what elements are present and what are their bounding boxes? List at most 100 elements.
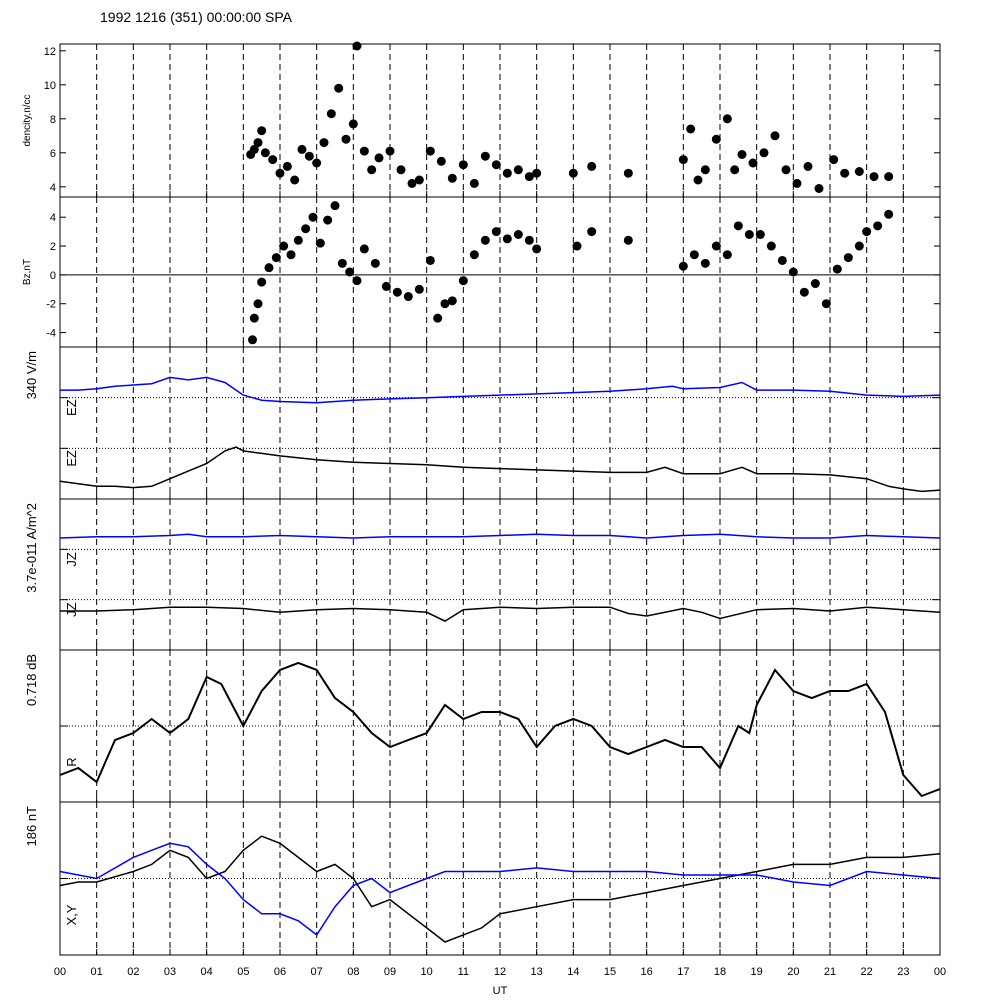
data-point: [359, 244, 369, 254]
trace-label: EZ: [64, 399, 79, 416]
data-point: [755, 230, 765, 239]
x-tick-label: 01: [91, 966, 103, 978]
data-point: [293, 235, 303, 245]
data-point: [862, 227, 872, 237]
data-point: [587, 161, 597, 171]
data-point: [319, 138, 329, 148]
data-point: [711, 134, 721, 144]
x-tick-label: 00: [934, 966, 946, 978]
data-point: [711, 241, 721, 251]
panel-scale-label: 3.7e-011 A/m^2: [24, 503, 39, 593]
data-point: [396, 165, 406, 175]
data-point: [326, 109, 336, 119]
x-tick-label: 18: [714, 966, 726, 978]
trace-label: EZ: [64, 450, 79, 467]
panel-5: 186 nT X,Y: [24, 801, 941, 956]
data-point: [248, 335, 257, 345]
data-point: [253, 299, 263, 309]
data-point: [821, 299, 831, 309]
data-point: [502, 234, 512, 244]
data-point: [469, 178, 479, 188]
data-point: [447, 173, 457, 183]
data-point: [385, 146, 395, 156]
data-point: [253, 138, 263, 148]
trace-label: X,Y: [64, 904, 79, 925]
y-tick-label: 4: [50, 212, 56, 224]
data-point: [334, 83, 344, 93]
x-tick-label: 20: [787, 966, 799, 978]
data-point: [407, 178, 417, 188]
data-point: [414, 284, 424, 294]
data-point: [345, 267, 355, 277]
data-point: [840, 168, 850, 178]
data-point: [282, 161, 292, 171]
data-point: [524, 235, 534, 245]
data-point: [869, 172, 879, 182]
x-tick-label: 17: [677, 966, 689, 978]
y-axis-label: Bz,nT: [22, 259, 33, 285]
x-axis-label: UT: [493, 985, 508, 997]
data-point: [352, 41, 362, 51]
panel-scale-label: 0.718 dB: [24, 654, 39, 706]
series-line: [60, 606, 941, 622]
data-point: [766, 241, 776, 251]
y-tick-label: 10: [44, 80, 56, 92]
x-tick-label: 22: [861, 966, 873, 978]
panel-0: 4 6 8 10 12 dencity,n/cc: [22, 41, 941, 198]
data-point: [440, 299, 450, 309]
data-point: [693, 175, 703, 185]
data-point: [770, 131, 780, 141]
data-point: [352, 276, 362, 286]
data-point: [341, 134, 351, 144]
data-point: [315, 238, 325, 248]
data-point: [678, 155, 688, 165]
x-tick-label: 10: [421, 966, 433, 978]
data-point: [425, 255, 435, 265]
data-point: [623, 235, 633, 245]
data-point: [275, 168, 285, 178]
data-point: [733, 221, 743, 231]
data-point: [689, 250, 699, 260]
y-tick-label: -4: [46, 328, 56, 340]
data-point: [271, 253, 281, 263]
data-point: [792, 178, 802, 188]
panel-4: 0.718 dB R: [24, 649, 941, 803]
data-point: [491, 160, 501, 170]
x-tick-label: 04: [201, 966, 213, 978]
data-point: [814, 184, 824, 193]
series-line: [59, 842, 941, 936]
data-point: [447, 296, 457, 306]
data-point: [469, 250, 479, 260]
data-point: [297, 144, 307, 154]
data-point: [268, 155, 278, 165]
x-tick-label: 06: [274, 966, 286, 978]
data-point: [777, 255, 787, 265]
data-point: [367, 165, 377, 175]
data-point: [374, 153, 384, 163]
panel-3: 3.7e-011 A/m^2 JZ JZ: [24, 498, 941, 651]
data-point: [730, 165, 740, 175]
data-point: [249, 313, 259, 323]
x-tick-label: 00: [54, 966, 66, 978]
panel-scale-label: 340 V/m: [24, 351, 39, 399]
x-tick-label: 14: [567, 966, 579, 978]
trace-label: JZ: [64, 602, 79, 617]
y-tick-label: 4: [50, 182, 56, 194]
data-point: [323, 215, 333, 225]
x-tick-label: 03: [164, 966, 176, 978]
data-point: [568, 168, 578, 178]
data-point: [686, 124, 696, 134]
data-point: [480, 151, 490, 161]
data-point: [678, 261, 688, 271]
data-point: [312, 158, 322, 168]
series-line: [59, 446, 941, 493]
data-point: [290, 175, 300, 185]
y-tick-label: 2: [50, 241, 56, 253]
data-point: [829, 155, 839, 165]
data-point: [491, 227, 501, 237]
data-point: [513, 230, 523, 239]
x-tick-label: 11: [458, 966, 469, 978]
data-point: [279, 241, 289, 251]
series-line: [59, 533, 941, 539]
